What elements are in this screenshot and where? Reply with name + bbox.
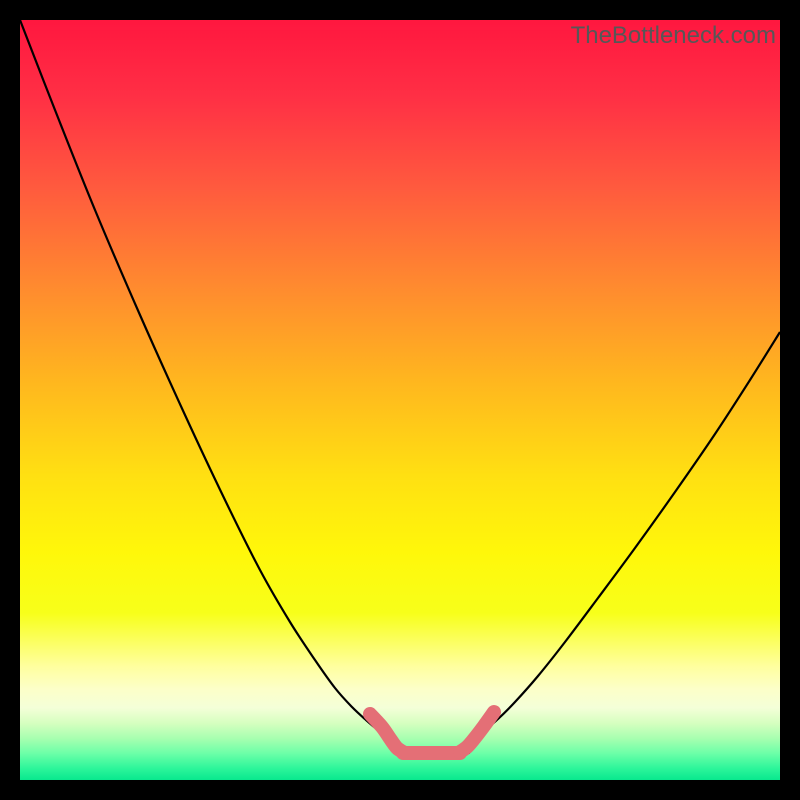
chart-plot-area [20, 20, 780, 780]
chart-curves [20, 20, 780, 780]
watermark-text: TheBottleneck.com [571, 22, 776, 50]
